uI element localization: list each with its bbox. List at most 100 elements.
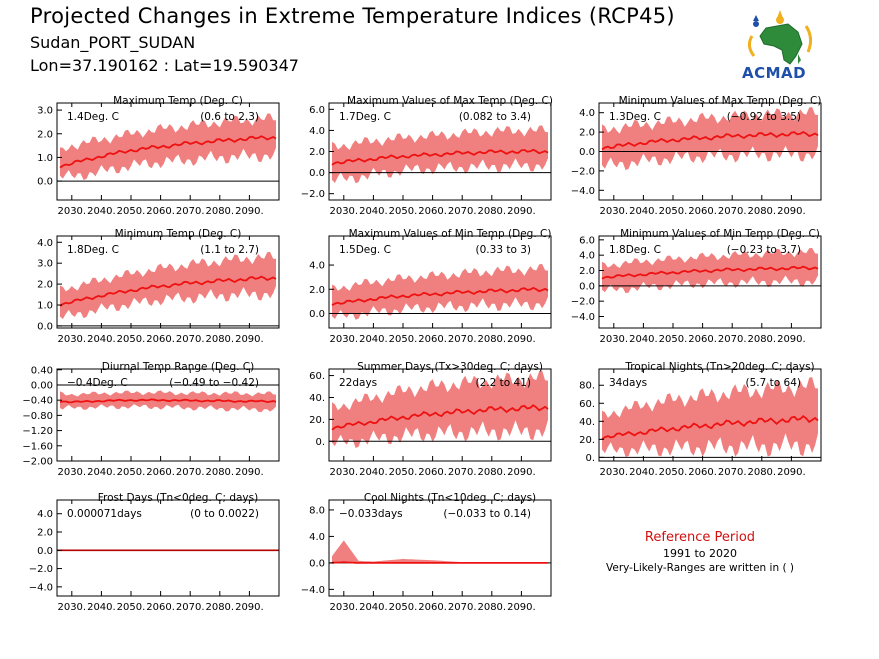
x-tick-label: 2030.	[57, 467, 86, 478]
y-tick-label: 40.	[309, 393, 325, 404]
x-tick-label: 2060.	[418, 467, 447, 478]
x-tick-label: 2040.	[359, 602, 388, 613]
y-tick-label: 60.	[579, 399, 595, 410]
x-tick-label: 2040.	[87, 467, 116, 478]
x-tick-label: 2030.	[329, 334, 358, 345]
y-tick-label: 0.	[585, 453, 595, 464]
plot-frame	[328, 235, 552, 329]
y-tick-label: −2.0	[571, 297, 595, 308]
range-label: (−0.033 to 0.14)	[443, 508, 531, 520]
chart-title: Frost Days (Tn<0deg. C; days)	[98, 492, 258, 504]
uncertainty-band	[60, 251, 276, 319]
y-tick-label: 3.0	[37, 259, 53, 270]
y-tick-label: 4.0	[579, 251, 595, 262]
y-tick-label: 0.0	[309, 309, 325, 320]
y-tick-label: 8.0	[309, 505, 325, 516]
chart-panel-tr: 0.20.40.60.80.2030. 2040. 2050. 2060. 2070. 2…	[579, 361, 822, 478]
chart-panel-su: 0. 20. 40. 60. 2030. 2040. 2050. 2060. 2070. 2080…	[309, 361, 552, 478]
x-tick-label: 2060.	[688, 334, 717, 345]
x-tick-label: 2080.	[747, 206, 776, 217]
x-tick-label: 2050.	[117, 602, 146, 613]
x-tick-label: 2060.	[146, 467, 175, 478]
x-tick-label: 2070.	[448, 334, 477, 345]
x-tick-label: 2080.	[747, 334, 776, 345]
x-tick-label: 2080.	[747, 467, 776, 478]
range-label: (−0.23 to 3.7)	[727, 244, 801, 256]
value-label: −0.033days	[339, 508, 403, 520]
uncertainty-band	[332, 540, 548, 563]
y-tick-label: 0.00	[31, 380, 53, 391]
y-tick-label: 4.0	[309, 126, 325, 137]
x-tick-label: 2050.	[659, 467, 688, 478]
chart-panel-txn: −4.0 −2.0 0.0 2.0 4.0 2030. 2040. 2050. 2060. 207…	[571, 95, 822, 217]
median-line	[331, 148, 549, 166]
chart-panel-fd: −4.0 −2.0 0.0 2.0 4.0 2030. 2040. 2050. 2060. 207…	[29, 492, 280, 613]
x-tick-label: 2040.	[359, 206, 388, 217]
median-line	[331, 286, 549, 306]
reference-period-title: Reference Period	[644, 530, 756, 545]
chart-title: Maximum Temp (Deg. C)	[113, 95, 243, 107]
chart-title: Maximum Values of Max Temp (Deg. C)	[347, 95, 553, 107]
plot-frame	[328, 499, 552, 597]
y-tick-label: 2.0	[309, 147, 325, 158]
median-line	[331, 561, 548, 564]
value-label: 1.8Deg. C	[67, 244, 119, 256]
y-tick-label: 4.0	[309, 532, 325, 543]
value-label: 1.7Deg. C	[339, 111, 391, 123]
y-tick-label: 1.0	[37, 153, 53, 164]
x-tick-label: 2030.	[329, 206, 358, 217]
y-tick-label: 0.0	[579, 281, 595, 292]
plot-frame	[598, 235, 822, 329]
y-tick-label: −4.0	[29, 582, 53, 593]
median-line	[601, 415, 819, 440]
x-tick-label: 2030.	[329, 602, 358, 613]
x-tick-label: 2040.	[629, 467, 658, 478]
value-label: 22days	[339, 377, 377, 389]
x-tick-label: 2070.	[718, 467, 747, 478]
x-tick-label: 2040.	[87, 334, 116, 345]
x-tick-label: 2030.	[57, 602, 86, 613]
x-tick-label: 2060.	[418, 206, 447, 217]
plot-frame	[56, 102, 280, 201]
value-label: 0.000071days	[67, 508, 142, 520]
y-tick-label: 0.0	[37, 177, 53, 188]
uncertainty-band	[602, 247, 818, 294]
x-tick-label: 2090.	[777, 334, 806, 345]
chart-title: Minimum Temp (Deg. C)	[115, 228, 242, 240]
chart-panel-mintemp: 0.0 1.0 2.0 3.0 4.0 2030. 2040. 2050. 2060. 2070.…	[37, 228, 280, 345]
x-tick-label: 2080.	[205, 206, 234, 217]
y-tick-label: 3.0	[37, 106, 53, 117]
chart-panel-tnn: −4.0 −2.0 0.0 2.0 4.0 6.0 2030. 2040. 2050. 2060.…	[571, 228, 822, 345]
y-tick-label: −2.0	[29, 564, 53, 575]
x-tick-label: 2080.	[477, 334, 506, 345]
x-tick-label: 2090.	[235, 602, 264, 613]
chart-title: Summer Days (Tx>30deg. C; days)	[357, 361, 543, 373]
y-tick-label: 4.0	[309, 261, 325, 272]
y-tick-label: −1.20	[22, 426, 53, 437]
y-tick-label: −2.00	[22, 457, 53, 468]
x-tick-label: 2050.	[389, 602, 418, 613]
y-tick-label: −0.80	[22, 411, 53, 422]
x-tick-label: 2060.	[418, 602, 447, 613]
range-label: (5.7 to 64)	[746, 377, 801, 389]
range-label: (0.33 to 3)	[476, 244, 531, 256]
y-tick-label: 0.40	[31, 365, 53, 376]
value-label: −0.4Deg. C	[67, 377, 128, 389]
figure-title: Projected Changes in Extreme Temperature…	[30, 4, 675, 28]
x-tick-label: 2030.	[57, 334, 86, 345]
location-name: Sudan_PORT_SUDAN	[30, 33, 196, 52]
y-tick-label: 0.0	[309, 558, 325, 569]
x-tick-label: 2050.	[389, 206, 418, 217]
median-line	[59, 398, 277, 404]
x-tick-label: 2070.	[448, 206, 477, 217]
location-coordinates: Lon=37.190162 : Lat=19.590347	[30, 56, 299, 75]
y-tick-label: 2.0	[309, 285, 325, 296]
reference-period-range-note: Very-Likely-Ranges are written in ( )	[606, 562, 794, 574]
x-tick-label: 2050.	[659, 334, 688, 345]
x-tick-label: 2030.	[57, 206, 86, 217]
value-label: 34days	[609, 377, 647, 389]
y-tick-label: 4.0	[37, 238, 53, 249]
range-label: (2.2 to 41)	[476, 377, 531, 389]
